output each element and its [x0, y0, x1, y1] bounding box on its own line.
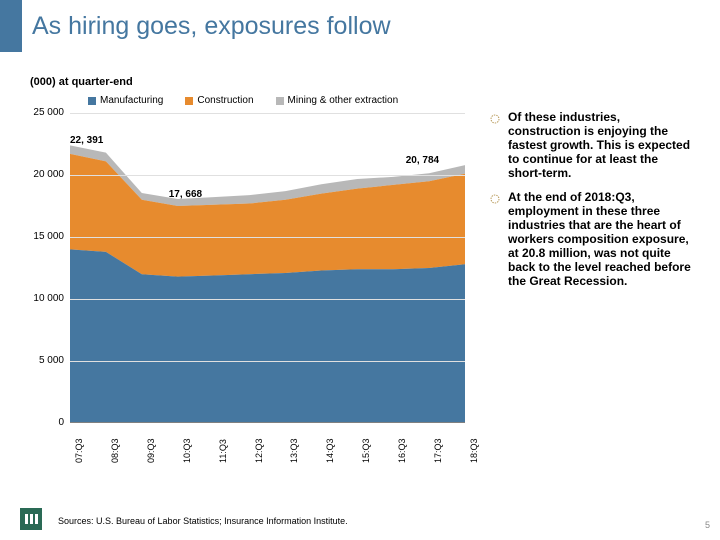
x-tick-label: 09:Q3 [146, 438, 156, 463]
chart-annotation: 20, 784 [406, 155, 439, 166]
y-tick-label: 0 [24, 417, 64, 428]
x-tick-label: 08:Q3 [110, 438, 120, 463]
commentary-item: At the end of 2018:Q3, employment in the… [490, 190, 695, 288]
commentary-item: Of these industries, construction is enj… [490, 110, 695, 180]
gridline [70, 361, 465, 362]
gridline [70, 237, 465, 238]
commentary-text: Of these industries, construction is enj… [508, 110, 695, 180]
x-tick-label: 11:Q3 [218, 439, 228, 463]
gridline [70, 299, 465, 300]
area-series [70, 249, 465, 423]
bullet-icon [490, 113, 502, 180]
brand-logo [20, 508, 42, 530]
bullet-icon [490, 193, 502, 288]
legend-swatch [88, 97, 96, 105]
legend-item: Manufacturing [88, 95, 163, 106]
x-axis-line [70, 422, 465, 423]
chart-annotation: 22, 391 [70, 135, 103, 146]
x-tick-label: 15:Q3 [361, 438, 371, 463]
x-axis-labels: 07:Q3 08:Q3 09:Q3 10:Q3 11:Q3 12:Q3 13:Q3 14:Q3… [70, 425, 465, 465]
commentary-text: At the end of 2018:Q3, employment in the… [508, 190, 695, 288]
chart-annotation: 17, 668 [169, 189, 202, 200]
legend: Manufacturing Construction Mining & othe… [88, 95, 398, 106]
page-number: 5 [705, 520, 710, 530]
y-tick-label: 15 000 [24, 231, 64, 242]
y-tick-label: 5 000 [24, 355, 64, 366]
legend-swatch [276, 97, 284, 105]
page-title: As hiring goes, exposures follow [32, 12, 391, 41]
area-series [70, 154, 465, 277]
plot-area: 22, 391 20, 784 17, 668 [70, 113, 465, 423]
y-tick-label: 10 000 [24, 293, 64, 304]
legend-label: Manufacturing [100, 95, 163, 106]
x-tick-label: 16:Q3 [397, 438, 407, 463]
gridline [70, 175, 465, 176]
x-tick-label: 14:Q3 [325, 438, 335, 463]
y-tick-label: 25 000 [24, 107, 64, 118]
legend-item: Construction [185, 95, 253, 106]
x-tick-label: 12:Q3 [254, 438, 264, 463]
chart-subtitle: (000) at quarter-end [30, 76, 133, 88]
legend-swatch [185, 97, 193, 105]
x-tick-label: 13:Q3 [289, 438, 299, 463]
legend-label: Construction [197, 95, 253, 106]
gridline [70, 113, 465, 114]
legend-item: Mining & other extraction [276, 95, 399, 106]
x-tick-label: 17:Q3 [433, 438, 443, 463]
chart-container: Manufacturing Construction Mining & othe… [30, 95, 470, 465]
legend-label: Mining & other extraction [288, 95, 399, 106]
y-tick-label: 20 000 [24, 169, 64, 180]
commentary: Of these industries, construction is enj… [490, 110, 695, 298]
x-tick-label: 10:Q3 [182, 438, 192, 463]
x-tick-label: 07:Q3 [74, 438, 84, 463]
title-accent-block [0, 0, 22, 52]
x-tick-label: 18:Q3 [469, 438, 479, 463]
source-footer: Sources: U.S. Bureau of Labor Statistics… [58, 516, 348, 526]
